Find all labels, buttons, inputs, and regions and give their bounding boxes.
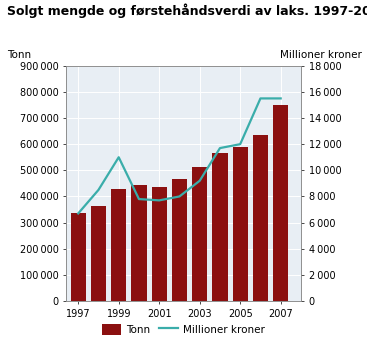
Bar <box>192 167 207 301</box>
Bar <box>172 179 187 301</box>
Bar <box>70 213 86 301</box>
Bar <box>91 206 106 301</box>
Bar <box>253 135 268 301</box>
Text: Millioner kroner: Millioner kroner <box>280 50 361 60</box>
Bar <box>131 185 146 301</box>
Bar <box>212 153 228 301</box>
Text: Tonn: Tonn <box>7 50 32 60</box>
Text: Solgt mengde og førstehåndsverdi av laks. 1997-2007: Solgt mengde og førstehåndsverdi av laks… <box>7 3 367 18</box>
Legend: Tonn, Millioner kroner: Tonn, Millioner kroner <box>98 320 269 339</box>
Bar <box>111 189 126 301</box>
Bar <box>233 146 248 301</box>
Bar <box>273 106 288 301</box>
Bar <box>152 186 167 301</box>
